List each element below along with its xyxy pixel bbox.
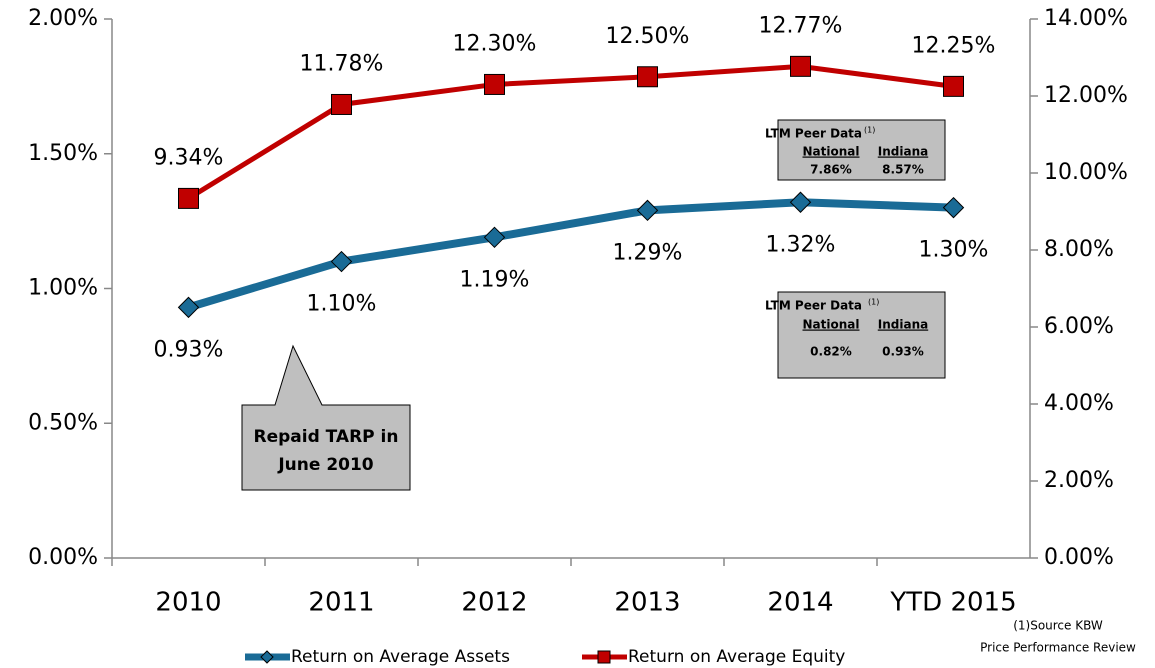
peer-box: LTM Peer Data (1) National Indiana 0.82%… [765,291,946,379]
y2-tick-label: 14.00% [1044,6,1128,31]
point-marker [330,250,353,273]
value-label: 12.25% [912,33,996,58]
point-marker [483,226,506,249]
peer-col: Indiana [878,318,928,332]
value-label: 1.30% [919,238,989,263]
value-label: 1.10% [307,292,377,317]
y-tick-label: 1.50% [28,141,98,166]
legend-label: Return on Average Assets [291,647,510,667]
x-tick-label: YTD 2015 [889,588,1016,618]
y-tick-label: 1.00% [28,276,98,301]
y2-tick-label: 2.00% [1044,468,1114,493]
peer-box-bg [777,291,946,379]
point-marker [942,196,965,219]
point-marker [636,199,659,222]
legend-marker [597,650,611,664]
peer-value: 0.93% [882,345,924,359]
y2-tick-label: 4.00% [1044,391,1114,416]
peer-title: LTM Peer Data [765,299,862,313]
y2-tick-label: 8.00% [1044,237,1114,262]
peer-col: National [803,318,860,332]
point-marker [637,66,658,88]
legend-marker [260,650,274,664]
legend-label: Return on Average Equity [628,647,845,667]
value-label: 0.93% [154,337,224,362]
footnote: (1)Source KBW [1013,619,1103,633]
point-marker [789,191,812,213]
value-label: 12.50% [606,24,690,49]
point-marker [177,296,200,319]
peer-col: National [803,145,860,159]
point-marker [331,93,352,115]
series-line [187,198,954,312]
y2-tick-label: 12.00% [1044,83,1128,108]
value-label: 1.19% [460,267,530,292]
peer-value: 0.82% [810,345,852,359]
y2-tick-label: 6.00% [1044,314,1114,339]
value-label: 9.34% [154,145,224,170]
value-label: 1.32% [766,232,836,257]
y-tick-label: 2.00% [28,6,98,31]
y2-tick-label: 0.00% [1044,545,1114,570]
point-marker [790,55,811,77]
peer-col: Indiana [878,145,928,159]
y-tick-label: 0.50% [28,410,98,435]
point-marker [484,73,505,95]
x-tick-label: 2011 [308,588,374,618]
peer-box: LTM Peer Data (1) National Indiana 7.86%… [765,119,946,181]
peer-value: 8.57% [882,163,924,177]
y2-tick-label: 10.00% [1044,160,1128,185]
series-line [187,63,954,201]
peer-note: (1) [868,298,879,307]
x-tick-label: 2013 [614,588,680,618]
point-marker [178,187,199,209]
callout-text: June 2010 [277,455,373,475]
x-tick-label: 2014 [767,588,833,618]
callout-box [241,344,411,491]
x-tick-label: 2010 [155,588,221,618]
peer-box-bg [777,119,946,181]
x-tick-label: 2012 [461,588,527,618]
value-label: 12.30% [453,31,537,56]
peer-note: (1) [864,126,875,135]
peer-title: LTM Peer Data [765,127,862,141]
y-tick-label: 0.00% [28,545,98,570]
peer-value: 7.86% [810,163,852,177]
value-label: 11.78% [300,51,384,76]
point-marker [943,75,964,97]
value-label: 12.77% [759,13,843,38]
value-label: 1.29% [613,240,683,265]
footnote: Price Performance Review [980,641,1136,655]
callout-text: Repaid TARP in [253,427,398,447]
